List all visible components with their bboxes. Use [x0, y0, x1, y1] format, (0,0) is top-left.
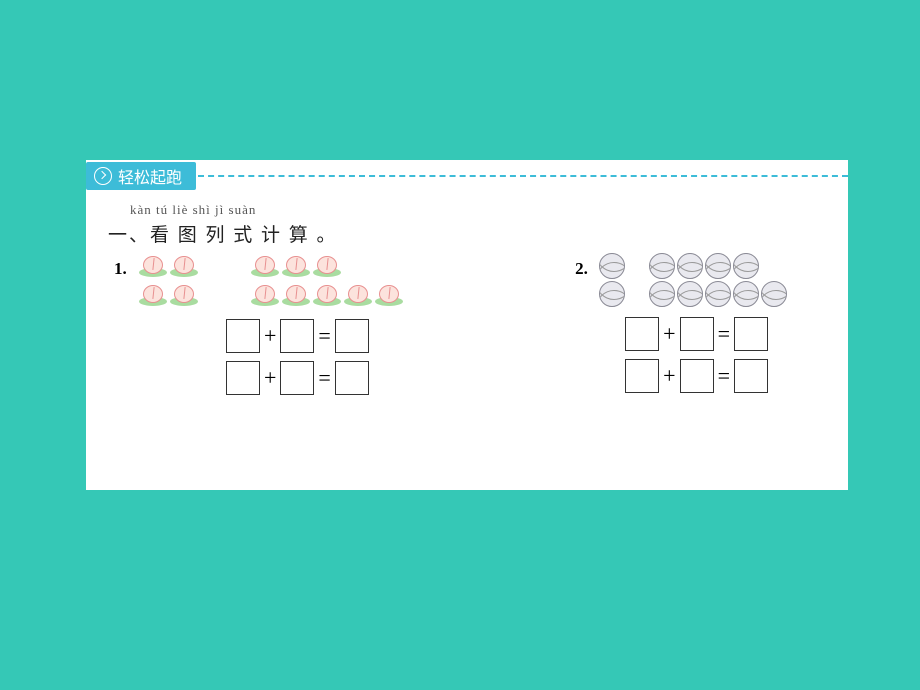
peach-icon: [281, 282, 311, 309]
icon-row: [599, 281, 848, 307]
icon-group: [138, 282, 200, 309]
section-pinyin: kàn tú liè shì jì suàn: [130, 202, 848, 218]
ball-icon: [649, 253, 675, 279]
peach-icon: [250, 282, 280, 309]
ball-icon: [599, 281, 625, 307]
ball-icon: [599, 253, 625, 279]
answer-box[interactable]: [625, 359, 659, 393]
header-badge: 轻松起跑: [86, 162, 196, 190]
answer-box[interactable]: [335, 319, 369, 353]
operator-plus: +: [264, 365, 276, 391]
ball-icon: [705, 281, 731, 307]
ball-icon: [705, 253, 731, 279]
operator-plus: +: [264, 323, 276, 349]
equation-row: +=: [625, 317, 848, 351]
answer-box[interactable]: [625, 317, 659, 351]
problem-2-equations: +=+=: [577, 317, 848, 393]
icon-group: [250, 282, 405, 309]
peach-icon: [138, 253, 168, 280]
problems-row: 1. +=+= 2. +=+=: [86, 253, 848, 403]
operator-equals: =: [318, 365, 330, 391]
icon-group: [599, 253, 627, 279]
group-gap: [200, 253, 250, 280]
icon-group: [250, 253, 343, 280]
icon-row: [599, 253, 848, 279]
ball-icon: [761, 281, 787, 307]
ball-icon: [733, 253, 759, 279]
answer-box[interactable]: [226, 319, 260, 353]
page-root: 轻松起跑 kàn tú liè shì jì suàn 一、看 图 列 式 计 …: [0, 0, 920, 690]
ball-icon: [733, 281, 759, 307]
icon-group: [649, 281, 789, 307]
peach-icon: [343, 282, 373, 309]
equation-row: +=: [226, 361, 477, 395]
peach-icon: [169, 282, 199, 309]
problem-number: 2.: [575, 259, 588, 279]
answer-box[interactable]: [680, 359, 714, 393]
icon-row: [138, 282, 477, 309]
problem-number: 1.: [114, 259, 127, 279]
header-badge-text: 轻松起跑: [118, 164, 182, 188]
answer-box[interactable]: [280, 361, 314, 395]
operator-plus: +: [663, 321, 675, 347]
icon-group: [649, 253, 761, 279]
problem-2: 2. +=+=: [577, 253, 848, 403]
problem-2-icons: [599, 253, 848, 307]
answer-box[interactable]: [280, 319, 314, 353]
operator-equals: =: [718, 321, 730, 347]
operator-equals: =: [318, 323, 330, 349]
group-gap: [627, 281, 649, 307]
ball-icon: [677, 281, 703, 307]
answer-box[interactable]: [226, 361, 260, 395]
answer-box[interactable]: [680, 317, 714, 351]
header-dashed-line: [198, 175, 848, 177]
problem-1: 1. +=+=: [116, 253, 477, 403]
peach-icon: [374, 282, 404, 309]
problem-1-equations: +=+=: [116, 319, 477, 395]
peach-icon: [281, 253, 311, 280]
icon-group: [138, 253, 200, 280]
section-title: 一、看 图 列 式 计 算 。: [108, 220, 848, 247]
equation-row: +=: [226, 319, 477, 353]
equation-row: +=: [625, 359, 848, 393]
section-header: 轻松起跑: [86, 160, 848, 192]
ball-icon: [677, 253, 703, 279]
peach-icon: [312, 253, 342, 280]
answer-box[interactable]: [335, 361, 369, 395]
group-gap: [200, 282, 250, 309]
peach-icon: [138, 282, 168, 309]
answer-box[interactable]: [734, 317, 768, 351]
group-gap: [627, 253, 649, 279]
peach-icon: [250, 253, 280, 280]
arrow-right-icon: [94, 167, 112, 185]
icon-group: [599, 281, 627, 307]
problem-1-icons: [138, 253, 477, 309]
operator-equals: =: [718, 363, 730, 389]
operator-plus: +: [663, 363, 675, 389]
ball-icon: [649, 281, 675, 307]
peach-icon: [169, 253, 199, 280]
peach-icon: [312, 282, 342, 309]
answer-box[interactable]: [734, 359, 768, 393]
worksheet-panel: 轻松起跑 kàn tú liè shì jì suàn 一、看 图 列 式 计 …: [86, 160, 848, 490]
icon-row: [138, 253, 477, 280]
